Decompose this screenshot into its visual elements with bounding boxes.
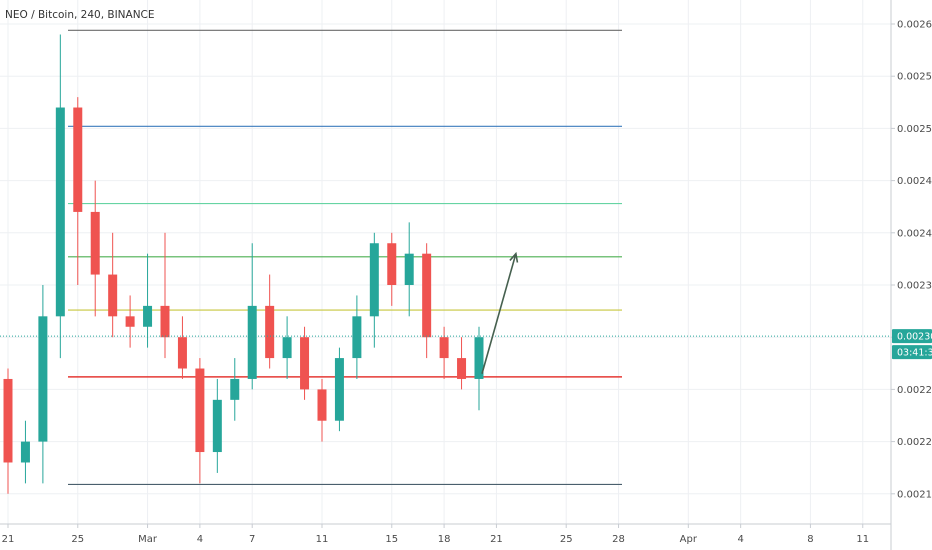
candle-body	[160, 305, 170, 338]
candle[interactable]	[247, 243, 257, 390]
x-tick-label: 4	[737, 534, 743, 545]
candle[interactable]	[439, 326, 449, 379]
candle-body	[3, 378, 13, 463]
candle[interactable]	[300, 326, 310, 400]
candle[interactable]	[230, 358, 240, 421]
candle[interactable]	[265, 274, 275, 369]
y-tick-label: 0.002600	[897, 20, 932, 31]
y-tick-label: 0.002350	[897, 281, 932, 292]
x-tick-label: 21	[490, 534, 503, 545]
last-price-tag: 0.002301	[892, 329, 932, 344]
y-tick-label: 0.002500	[897, 124, 932, 135]
projection-arrowhead	[509, 251, 519, 263]
candle[interactable]	[474, 326, 484, 411]
candle-body	[247, 305, 257, 379]
y-tick-label: 0.002450	[897, 176, 932, 187]
candle-body	[55, 107, 65, 317]
candle[interactable]	[20, 420, 30, 484]
horizontal-levels[interactable]	[68, 29, 622, 485]
x-tick-label: 7	[249, 534, 255, 545]
candle[interactable]	[3, 368, 13, 494]
x-tick-label: Mar	[138, 534, 158, 545]
x-tick-label: 11	[856, 534, 869, 545]
x-tick-label: 15	[385, 534, 398, 545]
candle-body	[439, 337, 449, 359]
x-tick-label: Apr	[680, 534, 698, 545]
x-tick-label: 28	[612, 534, 625, 545]
candle[interactable]	[404, 222, 414, 317]
countdown-tag: 03:41:33	[892, 345, 932, 360]
y-tick-label: 0.002200	[897, 437, 932, 448]
candle-body	[73, 107, 83, 212]
x-tick-label: 8	[807, 534, 813, 545]
x-tick-label: 25	[71, 534, 84, 545]
countdown-value: 03:41:33	[897, 348, 932, 359]
chart-title: NEO / Bitcoin, 240, BINANCE	[5, 9, 155, 21]
candle-body	[387, 243, 397, 285]
candle[interactable]	[108, 232, 118, 338]
x-tick-label: 4	[197, 534, 203, 545]
candle-body	[422, 253, 432, 338]
candle-body	[20, 441, 30, 463]
candle[interactable]	[90, 180, 100, 317]
candle-body	[265, 305, 275, 359]
time-axis[interactable]: 21 25 Mar 4 7 11 15 18 21 25 28 Apr 4 8 11	[2, 524, 869, 545]
candle-body	[474, 337, 484, 379]
candle[interactable]	[422, 243, 432, 359]
candle-body	[177, 337, 187, 369]
candle-body	[282, 337, 292, 359]
candle-body	[404, 253, 414, 285]
candle-body	[212, 399, 222, 453]
y-tick-label: 0.002400	[897, 228, 932, 239]
candle-body	[143, 305, 153, 327]
candle-body	[334, 358, 344, 421]
candle[interactable]	[160, 232, 170, 359]
projection-line[interactable]	[481, 253, 517, 374]
y-tick-label: 0.002550	[897, 72, 932, 83]
candles[interactable]	[0, 34, 484, 494]
candle-body	[90, 211, 100, 275]
candle[interactable]	[38, 285, 48, 484]
projection-arrow[interactable]	[481, 251, 519, 374]
y-tick-label: 0.002150	[897, 489, 932, 500]
candle[interactable]	[387, 232, 397, 306]
candle-body	[317, 389, 327, 421]
candle[interactable]	[55, 34, 65, 359]
last-price-value: 0.002301	[897, 332, 932, 343]
candle[interactable]	[143, 253, 153, 348]
candle-body	[457, 358, 467, 379]
candle[interactable]	[457, 337, 467, 390]
candle[interactable]	[73, 97, 83, 285]
x-tick-label: 21	[2, 534, 15, 545]
candle-body	[108, 274, 118, 317]
candle-body	[195, 368, 205, 453]
candle[interactable]	[177, 316, 187, 379]
candle-body	[352, 316, 362, 359]
candle[interactable]	[212, 378, 222, 473]
x-tick-label: 25	[560, 534, 573, 545]
x-tick-label: 18	[438, 534, 451, 545]
y-tick-label: 0.002250	[897, 385, 932, 396]
candle[interactable]	[352, 295, 362, 379]
candle[interactable]	[195, 358, 205, 484]
candle[interactable]	[125, 295, 135, 348]
candle-body	[125, 316, 135, 327]
candle[interactable]	[317, 378, 327, 442]
x-tick-label: 11	[316, 534, 329, 545]
candle[interactable]	[369, 232, 379, 348]
candle-body	[38, 316, 48, 442]
candle-body	[300, 337, 310, 390]
candle-body	[369, 243, 379, 317]
candle-body	[230, 378, 240, 400]
candle[interactable]	[334, 347, 344, 432]
candle[interactable]	[282, 316, 292, 379]
